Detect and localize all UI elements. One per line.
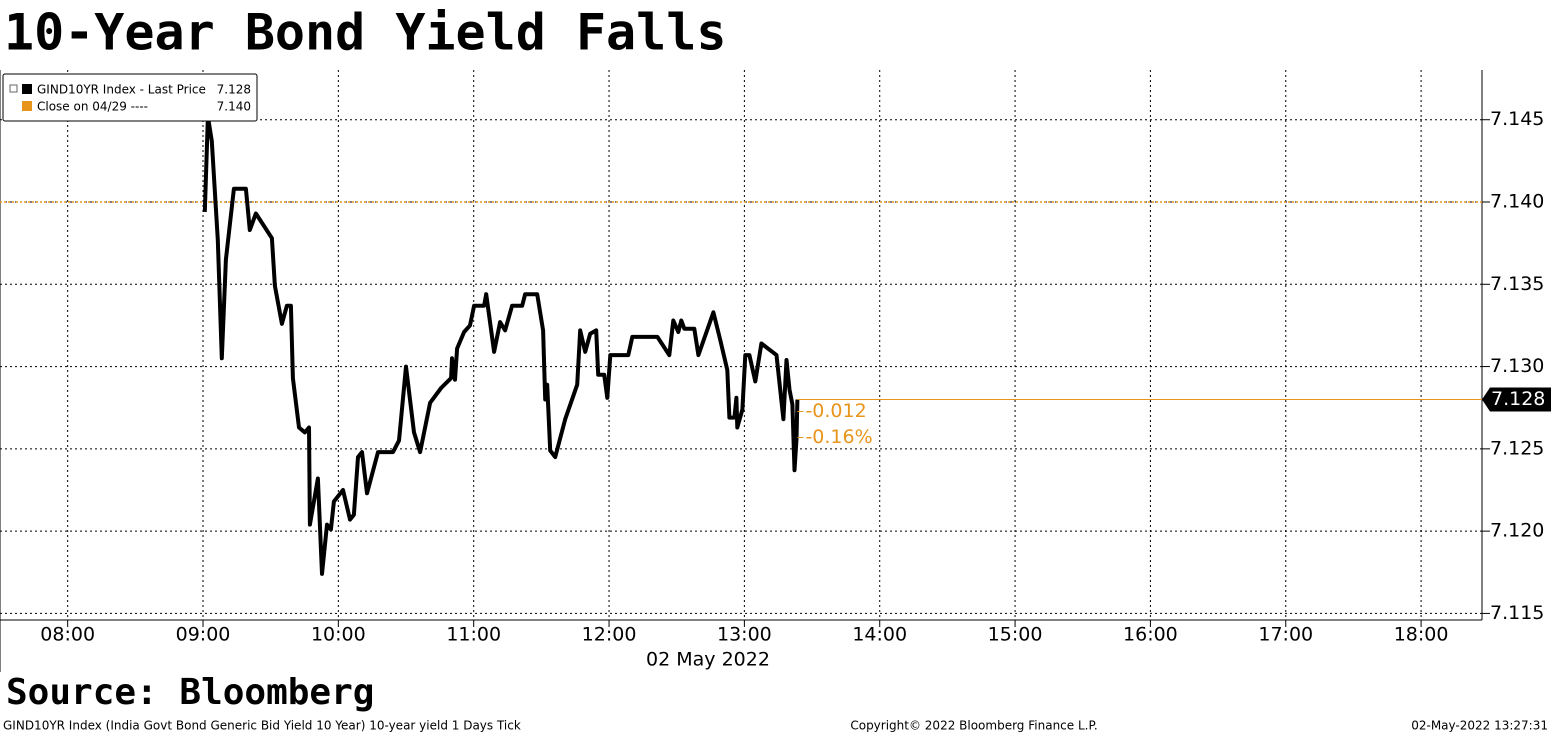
x-tick-label: 09:00 <box>176 624 231 646</box>
x-tick-label: 15:00 <box>988 624 1043 646</box>
change-pct-label: -0.16% <box>805 426 872 448</box>
x-tick-label: 08:00 <box>40 624 95 646</box>
legend-swatch <box>22 101 32 111</box>
footer-left: GIND10YR Index (India Govt Bond Generic … <box>3 719 521 733</box>
x-axis-title: 02 May 2022 <box>646 649 770 671</box>
footer-right: 02-May-2022 13:27:31 <box>1411 719 1548 733</box>
y-tick-label: 7.130 <box>1490 355 1544 377</box>
x-tick-label: 17:00 <box>1258 624 1313 646</box>
x-tick-label: 11:00 <box>446 624 501 646</box>
legend-swatch <box>22 84 32 94</box>
change-label: -0.012 <box>805 400 866 422</box>
chart-title: 10-Year Bond Yield Falls <box>4 4 726 62</box>
y-tick-label: 7.145 <box>1490 108 1544 130</box>
y-tick-label: 7.125 <box>1490 437 1544 459</box>
source: Source: Bloomberg <box>6 672 374 713</box>
y-tick-label: 7.140 <box>1490 191 1544 213</box>
x-tick-label: 16:00 <box>1123 624 1178 646</box>
last-price-label: 7.128 <box>1491 388 1545 410</box>
x-tick-label: 18:00 <box>1394 624 1449 646</box>
footer-center: Copyright© 2022 Bloomberg Finance L.P. <box>850 719 1097 733</box>
x-tick-label: 14:00 <box>852 624 907 646</box>
price-line <box>202 114 800 576</box>
y-tick-label: 7.115 <box>1490 602 1544 624</box>
legend-label: GIND10YR Index - Last Price <box>37 83 206 97</box>
y-tick-label: 7.135 <box>1490 273 1544 295</box>
legend-label: Close on 04/29 ---- <box>37 100 148 114</box>
last-price-tag <box>1482 387 1551 412</box>
x-tick-label: 13:00 <box>717 624 772 646</box>
legend-value: 7.128 <box>217 83 251 97</box>
y-tick-label: 7.120 <box>1490 520 1544 542</box>
legend-value: 7.140 <box>217 100 251 114</box>
x-tick-label: 12:00 <box>582 624 637 646</box>
legend-icon <box>9 84 18 93</box>
legend-box <box>2 73 258 122</box>
x-tick-label: 10:00 <box>311 624 366 646</box>
